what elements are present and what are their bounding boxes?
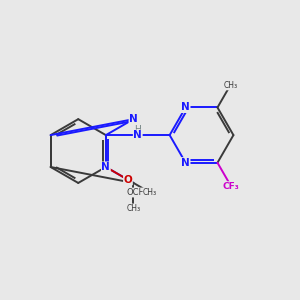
Text: N: N bbox=[134, 130, 142, 140]
Text: OCH₃: OCH₃ bbox=[126, 188, 148, 197]
Text: N: N bbox=[129, 114, 138, 124]
Text: N: N bbox=[181, 103, 190, 112]
Text: N: N bbox=[101, 162, 110, 172]
Text: N: N bbox=[181, 158, 190, 168]
Text: CH₃: CH₃ bbox=[143, 188, 157, 197]
Text: O: O bbox=[124, 175, 132, 185]
Text: H: H bbox=[134, 125, 141, 134]
Text: CH₃: CH₃ bbox=[126, 204, 140, 213]
Text: CH₃: CH₃ bbox=[223, 81, 237, 90]
Text: CF₃: CF₃ bbox=[223, 182, 239, 191]
